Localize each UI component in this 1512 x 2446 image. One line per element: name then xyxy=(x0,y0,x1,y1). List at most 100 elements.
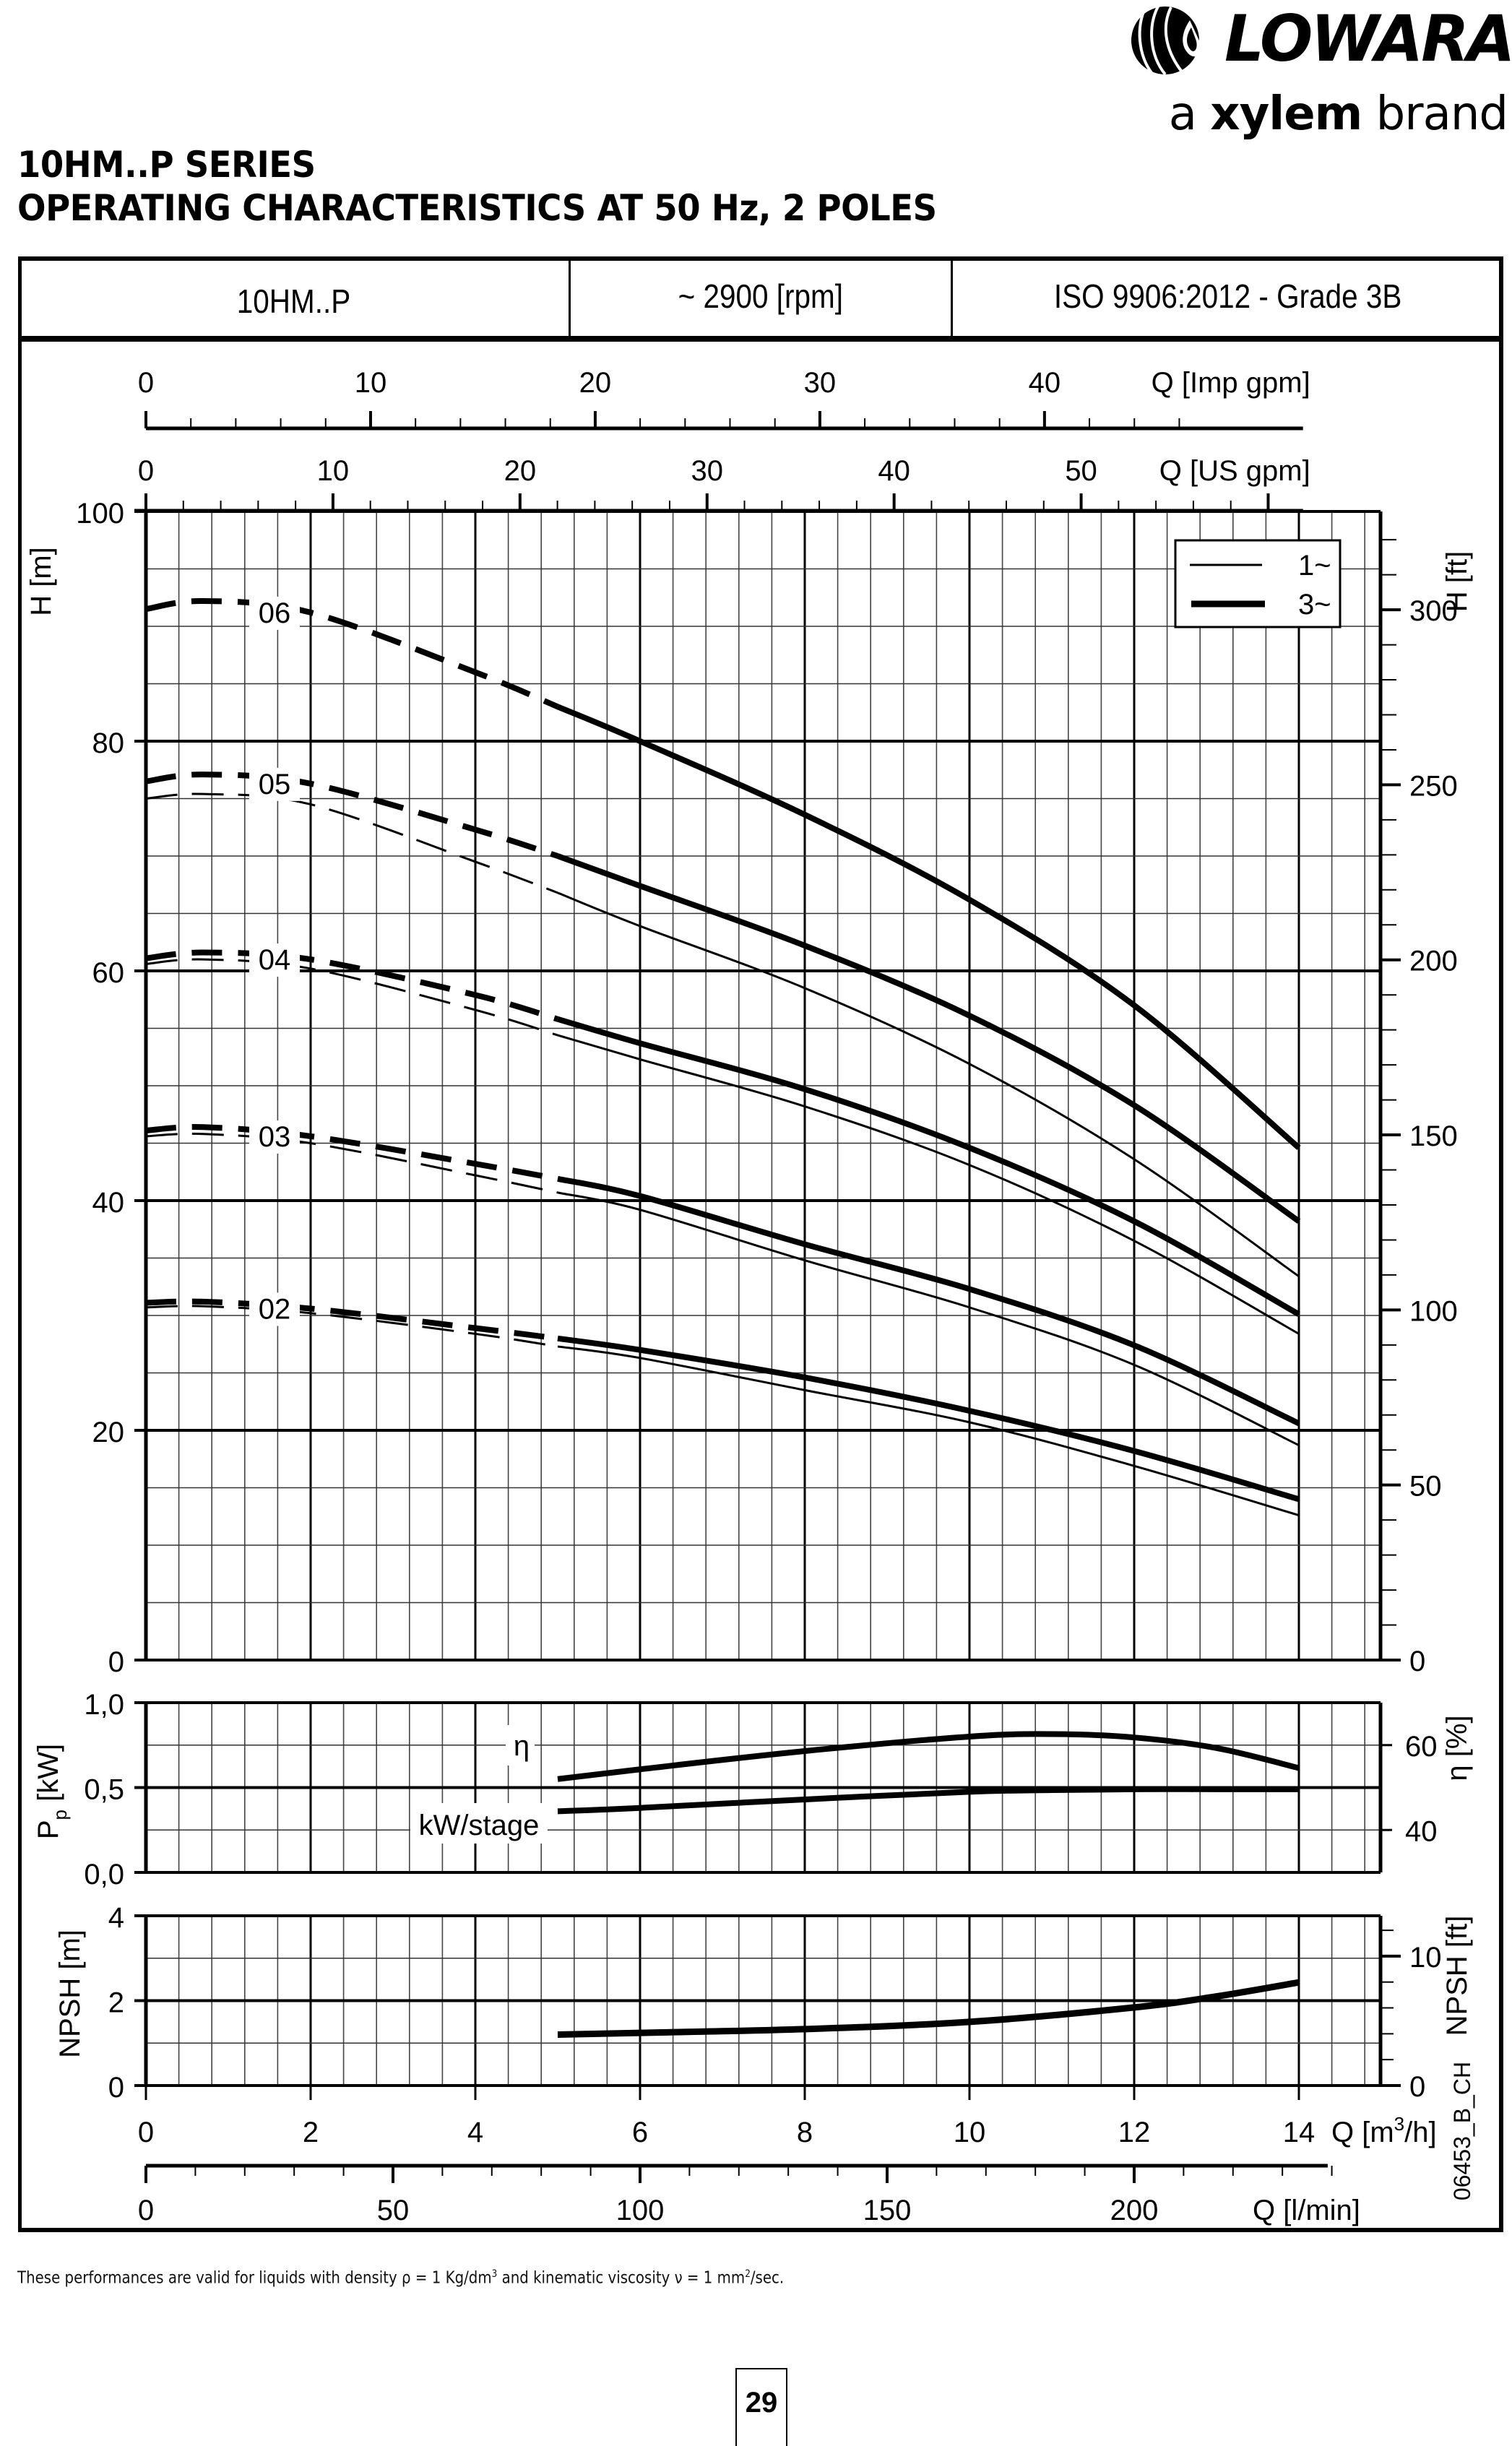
h-tick-label: 60 xyxy=(92,957,125,989)
q-m3h-label: 6 xyxy=(632,2117,648,2148)
q-m3h-label: 2 xyxy=(303,2117,319,2148)
standard-cell: ISO 9906:2012 - Grade 3B xyxy=(953,256,1503,336)
grid-lines xyxy=(144,510,1381,2087)
h-tick-label: 100 xyxy=(76,498,124,530)
footnote-part-c: /sec. xyxy=(750,2268,785,2288)
axes xyxy=(134,411,1401,2183)
us-gpm-axis-title: Q [US gpm] xyxy=(1159,455,1310,487)
q-m3h-label: 14 xyxy=(1283,2117,1316,2148)
characteristics-title: OPERATING CHARACTERISTICS AT 50 Hz, 2 PO… xyxy=(17,187,937,229)
q-m3h-label: 4 xyxy=(467,2117,483,2148)
footnote-sup-a: 3 xyxy=(491,2268,498,2280)
head-curve-04-1ph xyxy=(557,1034,1300,1335)
pp-tick-label: 0,5 xyxy=(84,1774,124,1806)
head-curve-05-3ph-dashed xyxy=(145,772,559,859)
lowara-logo: LOWARA xyxy=(1123,1,1512,76)
stage-label-bg xyxy=(249,943,300,977)
pp-tick-label: 1,0 xyxy=(84,1689,124,1721)
head-curve-03-1ph-dashed xyxy=(145,1132,558,1194)
pp-axis-unit: [kW] xyxy=(33,1744,64,1810)
imp-gpm-label: 20 xyxy=(579,367,612,399)
h-tick-label: 40 xyxy=(92,1187,125,1219)
standard-label: ISO 9906:2012 - Grade 3B xyxy=(1054,277,1402,315)
head-curve-05-1ph xyxy=(557,891,1300,1278)
speed-cell: ~ 2900 [rpm] xyxy=(571,256,953,336)
axis-labels: 0204060801001,00,50,00240501001502002503… xyxy=(25,367,1475,2226)
hft-tick-label: 200 xyxy=(1409,946,1458,977)
spec-header-row: 10HM..P ~ 2900 [rpm] ISO 9906:2012 - Gra… xyxy=(18,256,1503,342)
hft-tick-label: 100 xyxy=(1409,1295,1458,1327)
eta-curve-label: η xyxy=(514,1730,530,1762)
q-m3h-label: 12 xyxy=(1118,2117,1151,2148)
imp-gpm-label: 10 xyxy=(355,367,387,399)
head-curve-04-3ph xyxy=(556,1016,1300,1317)
footnote-part-b: and kinematic viscosity ν = 1 mm xyxy=(497,2268,746,2288)
head-curve-05-3ph xyxy=(556,853,1301,1224)
hft-tick-label: 150 xyxy=(1409,1120,1458,1152)
h-ft-axis-title: H [ft] xyxy=(1441,551,1473,612)
imp-gpm-axis-title: Q [Imp gpm] xyxy=(1152,367,1310,399)
model-cell: 10HM..P xyxy=(18,256,571,336)
imp-gpm-label: 0 xyxy=(138,367,154,399)
footnote-part-a: These performances are valid for liquids… xyxy=(17,2268,492,2288)
eta-tick-label: 60 xyxy=(1405,1731,1438,1763)
imp-gpm-label: 30 xyxy=(804,367,837,399)
us-gpm-label: 0 xyxy=(138,455,154,487)
us-gpm-label: 20 xyxy=(504,455,537,487)
stage-label-05: 05 xyxy=(259,769,291,800)
head-curve-03-3ph xyxy=(557,1175,1300,1427)
head-curve-04-3ph-dashed xyxy=(145,949,559,1022)
tagline-xylem: xylem xyxy=(1210,87,1362,141)
efficiency-curve xyxy=(557,1731,1300,1782)
imp-gpm-label: 40 xyxy=(1029,367,1061,399)
npsh-tick-label: 4 xyxy=(108,1902,124,1934)
eta-tick-label: 40 xyxy=(1405,1815,1438,1847)
pp-tick-label: 0,0 xyxy=(84,1859,124,1890)
lmin-axis-title: Q [l/min] xyxy=(1253,2195,1360,2226)
hft-tick-label: 0 xyxy=(1409,1646,1425,1677)
stage-label-02: 02 xyxy=(259,1293,291,1325)
drawing-code: 06453_B_CH xyxy=(1449,2062,1475,2200)
stage-label-bg xyxy=(249,1292,300,1326)
footnote-sup-b: 2 xyxy=(745,2268,751,2280)
curves: 06 05 04 03 02 1~ 3~ η kW/stage xyxy=(145,539,1342,2038)
stage-label-bg xyxy=(249,596,300,630)
stage-label-04: 04 xyxy=(259,944,291,976)
hft-tick-label: 250 xyxy=(1409,770,1458,802)
head-curve-06-3ph xyxy=(556,704,1301,1150)
head-curve-06-3ph-dashed xyxy=(145,598,559,709)
q-m3h-label: 10 xyxy=(954,2117,986,2148)
page-number: 29 xyxy=(735,2368,787,2446)
kw-stage-curve-label: kW/stage xyxy=(419,1810,540,1841)
npsh-ft-tick-label: 10 xyxy=(1409,1942,1442,1974)
series-title: 10HM..P SERIES xyxy=(17,144,316,186)
npsh-m-axis-title: NPSH [m] xyxy=(54,1929,86,2058)
q-m3h-label: 8 xyxy=(797,2117,813,2148)
speed-label: ~ 2900 [rpm] xyxy=(678,277,844,315)
us-gpm-label: 30 xyxy=(691,455,723,487)
eta-axis-title: η [%] xyxy=(1441,1715,1473,1781)
legend-box xyxy=(1174,539,1342,628)
head-curve-02-1ph-dashed xyxy=(145,1305,558,1348)
stage-label-03: 03 xyxy=(259,1121,291,1153)
brand-name: LOWARA xyxy=(1224,1,1512,76)
lmin-label: 50 xyxy=(377,2195,410,2226)
stage-label-bg xyxy=(249,767,300,801)
h-tick-label: 80 xyxy=(92,727,125,759)
us-gpm-label: 50 xyxy=(1065,455,1097,487)
model-label: 10HM..P xyxy=(236,282,350,320)
head-curve-02-3ph xyxy=(557,1335,1300,1503)
kw-label-bg xyxy=(410,1803,548,1844)
lmin-label: 100 xyxy=(616,2195,665,2226)
hft-tick-label: 50 xyxy=(1409,1471,1442,1503)
eta-label-bg xyxy=(506,1725,535,1766)
legend-1ph-label: 1~ xyxy=(1298,550,1331,582)
us-gpm-label: 10 xyxy=(317,455,350,487)
npsh-ft-axis-title: NPSH [ft] xyxy=(1441,1916,1473,2036)
lmin-label: 150 xyxy=(863,2195,912,2226)
hft-tick-label: 300 xyxy=(1409,595,1458,627)
pp-axis-title: Pp [kW] xyxy=(33,1744,71,1839)
stage-label-bg xyxy=(249,1120,300,1154)
h-m-axis-title: H [m] xyxy=(25,547,57,616)
